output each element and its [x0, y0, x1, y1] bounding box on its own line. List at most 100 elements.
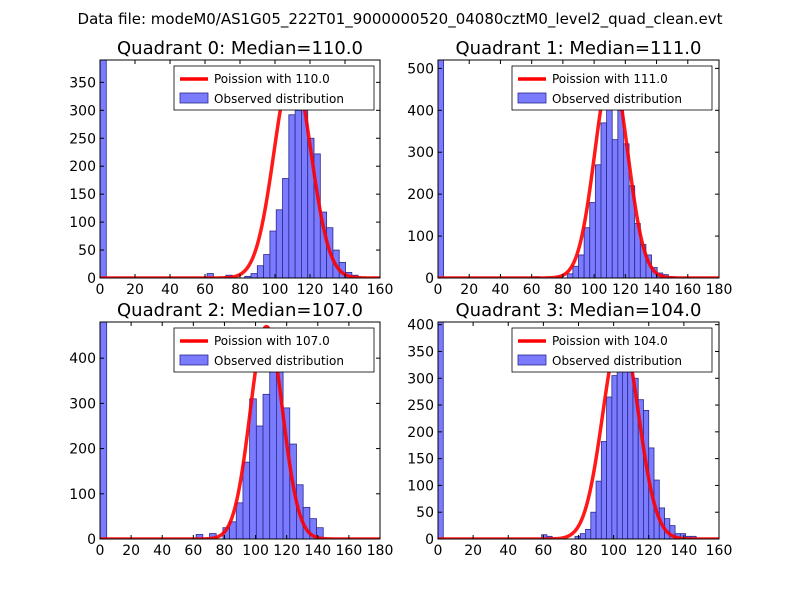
histogram-bar [590, 511, 597, 539]
x-tick-label: 160 [706, 543, 733, 559]
x-tick-label: 20 [460, 282, 478, 298]
histogram-bar [622, 353, 629, 539]
y-tick-label: 0 [425, 532, 434, 548]
y-tick-label: 250 [69, 131, 96, 147]
x-tick-label: 120 [273, 543, 300, 559]
histogram-bar [616, 361, 623, 539]
y-tick-label: 0 [87, 271, 96, 287]
legend-label-poisson: Poission with 104.0 [552, 334, 668, 348]
histogram-bar [100, 322, 108, 539]
legend-label-observed: Observed distribution [552, 92, 682, 106]
histogram-bar [255, 425, 264, 539]
y-tick-label: 50 [416, 505, 434, 521]
y-tick-label: 200 [69, 442, 96, 458]
y-tick-label: 500 [407, 61, 434, 77]
figure-title: Data file: modeM0/AS1G05_222T01_90000005… [78, 10, 723, 29]
histogram-bar [611, 139, 619, 278]
histogram-bar [195, 534, 204, 539]
legend-bar-swatch [517, 92, 547, 104]
histogram-bar [269, 230, 277, 278]
histogram-bar [250, 273, 258, 278]
y-tick-label: 400 [407, 103, 434, 119]
legend-bar-swatch [179, 354, 209, 366]
x-tick-label: 0 [96, 282, 105, 298]
histogram-bar [617, 109, 624, 278]
histogram-bar [583, 227, 591, 278]
poisson-curve [438, 330, 719, 539]
x-tick-label: 80 [231, 282, 249, 298]
x-tick-label: 80 [216, 543, 234, 559]
legend: Poission with 104.0 Observed distribution [511, 327, 713, 373]
histogram-bar [316, 527, 324, 539]
legend: Poission with 111.0 Observed distribution [511, 65, 713, 111]
subplot-title: Quadrant 0: Median=110.0 [117, 38, 363, 59]
x-tick-label: 0 [96, 543, 105, 559]
x-tick-label: 0 [434, 543, 443, 559]
y-tick-label: 250 [407, 398, 434, 414]
legend-label-observed: Observed distribution [214, 354, 344, 368]
x-tick-label: 160 [367, 282, 394, 298]
histogram-bar [578, 254, 585, 278]
y-tick-label: 350 [69, 75, 96, 91]
legend-bar-swatch [517, 354, 547, 366]
x-tick-label: 60 [184, 543, 202, 559]
histogram-bar [288, 114, 296, 278]
y-tick-label: 300 [69, 103, 96, 119]
y-tick-label: 100 [407, 229, 434, 245]
x-tick-label: 100 [581, 282, 608, 298]
subplot-title: Quadrant 3: Median=104.0 [456, 300, 702, 321]
y-tick-label: 200 [407, 187, 434, 203]
axes-frame [99, 321, 381, 540]
x-tick-label: 40 [161, 282, 179, 298]
y-tick-label: 400 [407, 318, 434, 334]
legend-label-poisson: Poission with 107.0 [214, 334, 330, 348]
x-tick-label: 100 [242, 543, 269, 559]
histogram-bar [235, 502, 244, 539]
y-tick-label: 350 [407, 344, 434, 360]
legend-label-observed: Observed distribution [214, 92, 344, 106]
x-tick-label: 20 [464, 543, 482, 559]
histogram-bar [585, 528, 592, 539]
x-tick-label: 60 [523, 282, 541, 298]
histogram-bar [579, 533, 586, 539]
x-tick-label: 60 [196, 282, 214, 298]
x-tick-label: 40 [499, 543, 517, 559]
subplot-title: Quadrant 1: Median=111.0 [456, 38, 702, 59]
histogram-bar [606, 396, 613, 539]
histogram-bar [600, 441, 607, 539]
x-tick-label: 40 [153, 543, 171, 559]
x-tick-label: 20 [126, 282, 144, 298]
x-tick-label: 180 [706, 282, 733, 298]
y-tick-label: 200 [407, 425, 434, 441]
x-tick-label: 0 [434, 282, 443, 298]
x-tick-label: 140 [643, 282, 670, 298]
legend-label-poisson: Poission with 111.0 [552, 72, 668, 86]
x-tick-label: 80 [554, 282, 572, 298]
y-tick-label: 300 [69, 396, 96, 412]
histogram-bar [606, 84, 613, 278]
histogram-bar [262, 393, 271, 539]
histogram-bar [566, 273, 574, 278]
histogram-bar [294, 109, 302, 278]
histogram-bar [600, 122, 607, 278]
x-tick-label: 100 [262, 282, 289, 298]
legend-label-observed: Observed distribution [552, 354, 682, 368]
y-tick-label: 0 [87, 532, 96, 548]
y-tick-label: 150 [69, 187, 96, 203]
x-tick-label: 20 [122, 543, 140, 559]
histogram-bar [594, 164, 602, 278]
histogram-bar [438, 322, 444, 539]
legend: Poission with 107.0 Observed distribution [173, 327, 375, 373]
subplot-quadrant-1: 0 20 40 60 80 100 120 140 160 1800100200300400500… [407, 38, 732, 298]
x-tick-label: 180 [367, 543, 394, 559]
y-tick-label: 300 [407, 145, 434, 161]
y-tick-label: 300 [407, 371, 434, 387]
x-tick-label: 60 [534, 543, 552, 559]
y-tick-label: 400 [69, 351, 96, 367]
histogram-bar [242, 461, 251, 539]
y-tick-label: 150 [407, 452, 434, 468]
x-tick-label: 80 [570, 543, 588, 559]
subplot-quadrant-2: 0 20 40 60 80 100 120 140 160 1800100200300400Qua… [69, 300, 393, 559]
x-tick-label: 120 [297, 282, 324, 298]
axes-frame [437, 59, 720, 279]
